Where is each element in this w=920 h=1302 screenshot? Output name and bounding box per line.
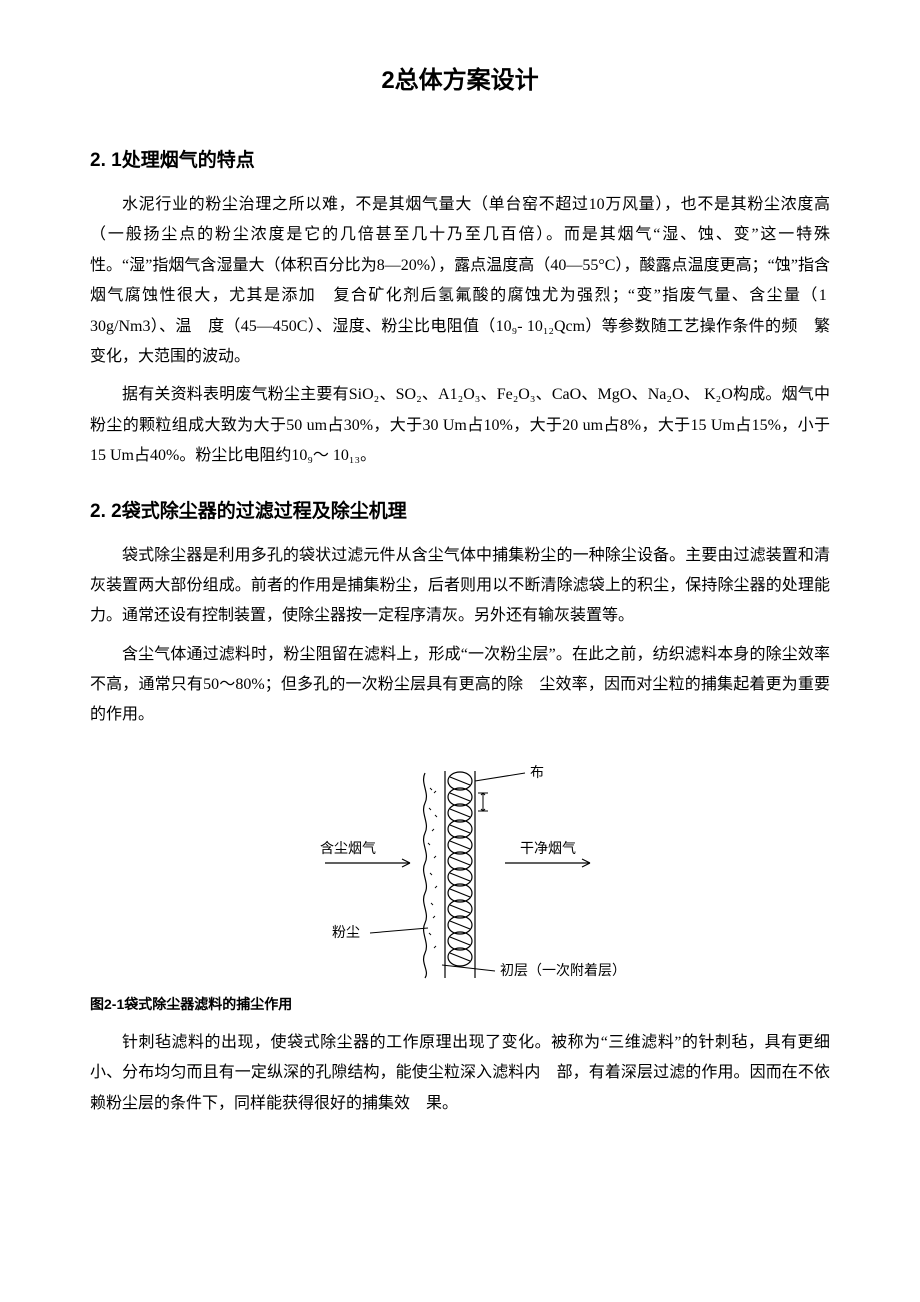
section-heading-1: 2. 1处理烟气的特点 [90,145,830,172]
left-wave-path [424,773,427,978]
figure-caption: 图2-1袋式除尘器滤料的捕尘作用 [90,994,830,1014]
dusty-gas-arrow [325,859,410,867]
page-title: 2总体方案设计 [90,60,830,95]
clean-gas-label: 干净烟气 [520,841,576,857]
dimension-marks [478,793,488,811]
clean-gas-arrow [505,859,590,867]
dust-label: 粉尘 [332,925,360,941]
filter-diagram-svg: 布 含尘烟气 干净烟气 粉尘 初层（一次附着层） [270,753,650,983]
cloth-leader [475,773,525,781]
initial-layer-label: 初层（一次附着层） [500,962,626,979]
dust-leader [370,928,428,933]
filter-cloth [445,771,475,978]
dust-particles [428,788,437,948]
paragraph-s1-p2: 据有关资料表明废气粉尘主要有SiO₂、SO₂、A1₂O₃、Fe₂O₃、CaO、M… [90,380,830,471]
paragraph-s1-p1: 水泥行业的粉尘治理之所以难，不是其烟气量大（单台窑不超过10万风量），也不是其粉… [90,190,830,372]
cloth-label: 布 [530,765,544,781]
figure-container: 布 含尘烟气 干净烟气 粉尘 初层（一次附着层） [90,753,830,988]
initial-layer-leader [442,965,495,971]
paragraph-s2-p1: 袋式除尘器是利用多孔的袋状过滤元件从含尘气体中捕集粉尘的一种除尘设备。主要由过滤… [90,541,830,632]
section-heading-2: 2. 2袋式除尘器的过滤过程及除尘机理 [90,496,830,523]
dusty-gas-label: 含尘烟气 [320,841,376,857]
paragraph-s2-p2: 含尘气体通过滤料时，粉尘阻留在滤料上，形成“一次粉尘层”。在此之前，纺织滤料本身… [90,640,830,731]
paragraph-s2-p3: 针刺毡滤料的出现，使袋式除尘器的工作原理出现了变化。被称为“三维滤料”的针刺毡，… [90,1028,830,1119]
